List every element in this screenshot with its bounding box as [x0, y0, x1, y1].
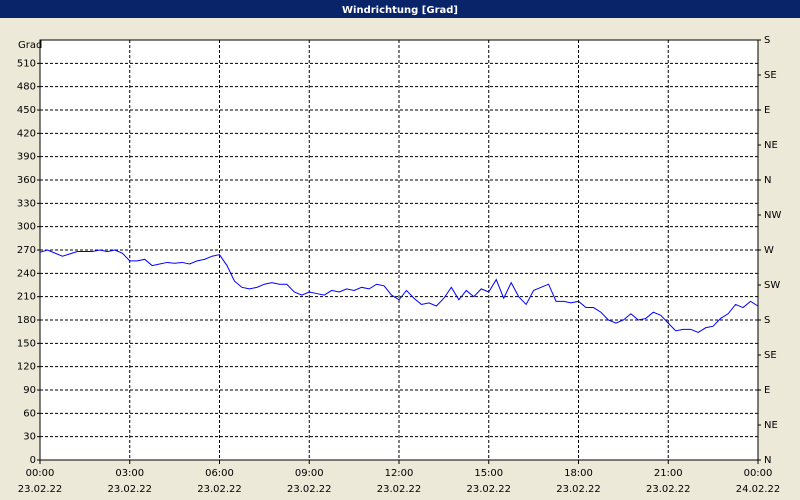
data-line	[39, 249, 759, 334]
x-tick-label: 21:00	[654, 468, 683, 479]
y2-tick-label: SE	[764, 70, 777, 81]
y2-tick-label: S	[764, 315, 770, 326]
y2-tick-label: N	[764, 175, 771, 186]
y-tick-label: 420	[17, 128, 36, 139]
x-tick-label: 06:00	[205, 468, 234, 479]
x-tick-date: 23.02.22	[466, 484, 511, 495]
y-tick-label: 60	[23, 408, 36, 419]
y-tick-label: 150	[17, 338, 36, 349]
y2-tick-label: E	[764, 105, 770, 116]
y-tick-label: 480	[17, 82, 36, 93]
x-tick-label: 18:00	[564, 468, 593, 479]
y-tick-label: 240	[17, 268, 36, 279]
y-tick-label: 360	[17, 175, 36, 186]
y-tick-label: 90	[23, 385, 36, 396]
x-tick-date: 23.02.22	[646, 484, 691, 495]
x-tick-date: 23.02.22	[556, 484, 601, 495]
x-tick-label: 03:00	[115, 468, 144, 479]
y2-tick-label: SW	[764, 280, 780, 291]
x-tick-date: 23.02.22	[377, 484, 422, 495]
y-tick-label: 120	[17, 362, 36, 373]
title-bar	[0, 0, 800, 18]
x-tick-date: 23.02.22	[287, 484, 332, 495]
x-tick-label: 09:00	[295, 468, 324, 479]
y-tick-label: 180	[17, 315, 36, 326]
x-tick-label: 00:00	[744, 468, 773, 479]
x-tick-date: 23.02.22	[197, 484, 242, 495]
chart-title: Windrichtung [Grad]	[342, 5, 458, 16]
y-tick-label: 510	[17, 58, 36, 69]
y2-tick-label: E	[764, 385, 770, 396]
x-tick-date: 23.02.22	[18, 484, 63, 495]
x-tick-date: 24.02.22	[736, 484, 781, 495]
y2-tick-label: NE	[764, 140, 778, 151]
x-tick-date: 23.02.22	[107, 484, 152, 495]
y2-tick-label: NE	[764, 420, 778, 431]
x-tick-label: 00:00	[26, 468, 55, 479]
y-tick-label: 390	[17, 152, 36, 163]
y2-tick-label: W	[764, 245, 774, 256]
y-tick-label: 0	[30, 455, 36, 466]
y-tick-label: 330	[17, 198, 36, 209]
y2-tick-label: S	[764, 35, 770, 46]
y2-tick-label: SE	[764, 350, 777, 361]
y2-tick-label: NW	[764, 210, 781, 221]
x-tick-label: 12:00	[385, 468, 414, 479]
x-tick-label: 15:00	[474, 468, 503, 479]
y-tick-label: 300	[17, 222, 36, 233]
y-tick-label: 450	[17, 105, 36, 116]
y2-tick-label: N	[764, 455, 771, 466]
y-tick-label: 30	[23, 432, 36, 443]
y-tick-label: 210	[17, 292, 36, 303]
y-axis-label: Grad	[18, 40, 42, 51]
y-tick-label: 270	[17, 245, 36, 256]
